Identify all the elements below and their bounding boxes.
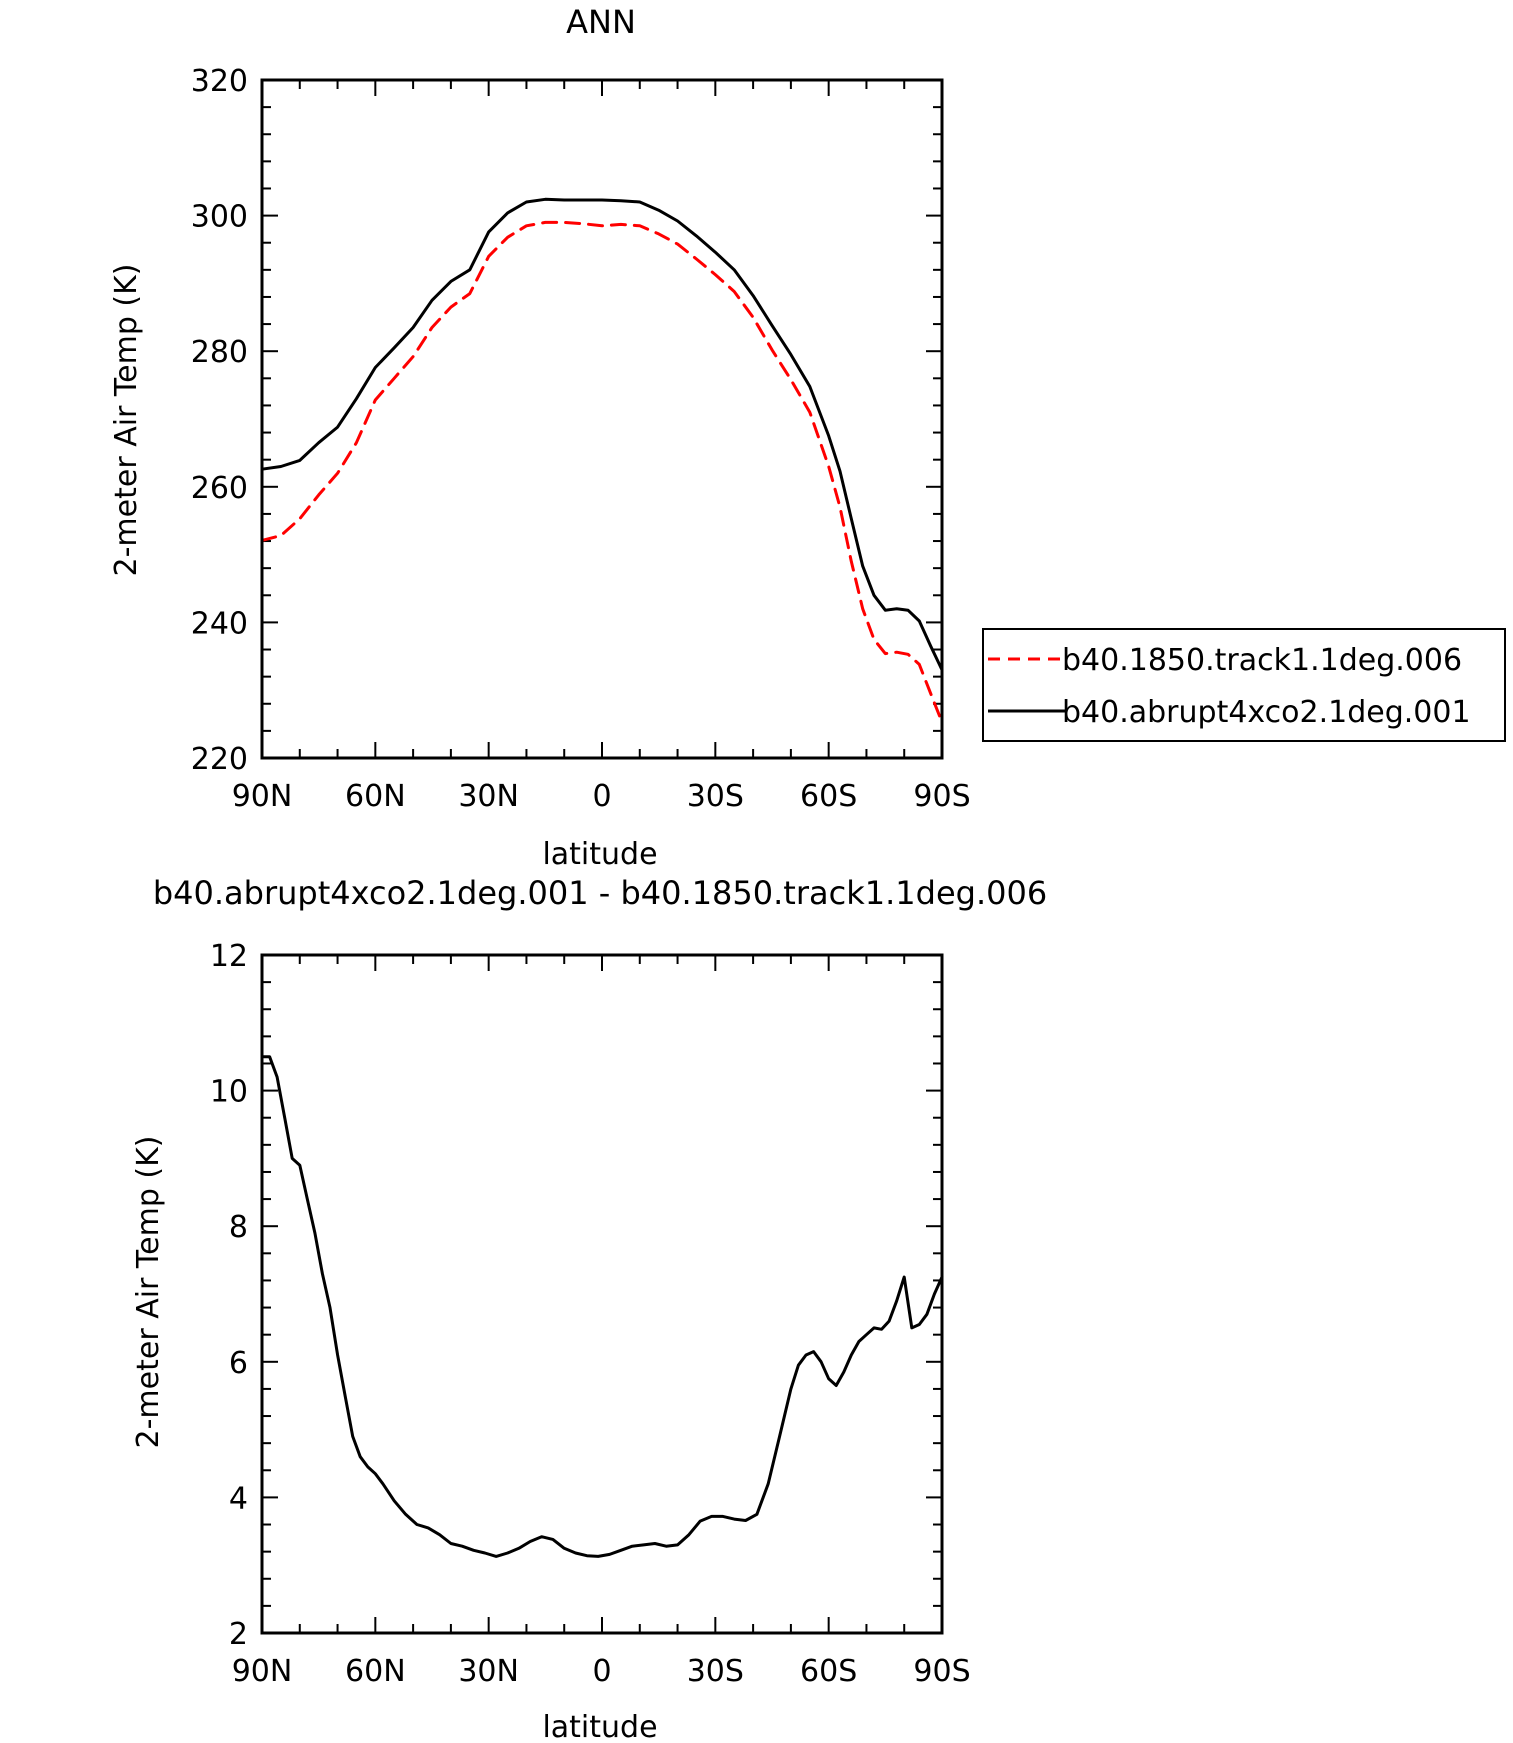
bottom-series <box>260 1055 944 1558</box>
x-tick-label: 30N <box>458 1654 519 1689</box>
bottom-y-axis-label: 2-meter Air Temp (K) <box>131 1136 166 1449</box>
bottom-x-tick-labels: 90N 60N 30N 0 30S 60S 90S <box>232 1654 971 1689</box>
x-tick-label: 60S <box>800 1654 857 1689</box>
bottom-plot-frame <box>260 953 944 1635</box>
x-tick-label: 90N <box>232 779 293 814</box>
y-tick-label: 2 <box>229 1617 248 1652</box>
top-y-axis-label: 2-meter Air Temp (K) <box>109 264 144 577</box>
y-tick-label: 220 <box>191 742 248 777</box>
bottom-tick-marks <box>261 954 943 1634</box>
x-tick-label: 90S <box>913 1654 970 1689</box>
x-tick-label: 30S <box>687 1654 744 1689</box>
bottom-x-axis-label: latitude <box>542 1710 657 1743</box>
y-tick-label: 240 <box>191 606 248 641</box>
x-tick-label: 90S <box>913 779 970 814</box>
bottom-y-tick-labels: 2 4 6 8 10 12 <box>210 939 248 1652</box>
x-tick-label: 60S <box>800 779 857 814</box>
bottom-panel: b40.abrupt4xco2.1deg.001 - b40.1850.trac… <box>131 874 1047 1743</box>
top-series-line-1 <box>260 220 944 724</box>
top-plot-frame <box>260 78 944 760</box>
y-tick-label: 300 <box>191 200 248 235</box>
x-tick-label: 30N <box>458 779 519 814</box>
x-tick-label: 0 <box>592 1654 611 1689</box>
x-tick-label: 90N <box>232 1654 293 1689</box>
x-tick-label: 60N <box>345 779 406 814</box>
y-tick-label: 12 <box>210 939 248 974</box>
y-tick-label: 10 <box>210 1075 248 1110</box>
y-tick-label: 8 <box>229 1210 248 1245</box>
top-panel: ANN 90N 60N 30N 0 30S 60S 90S 220 240 260 280 300 3… <box>109 3 971 872</box>
y-tick-label: 280 <box>191 335 248 370</box>
legend-label-series-1: b40.1850.track1.1deg.006 <box>1062 643 1462 678</box>
y-tick-label: 260 <box>191 471 248 506</box>
legend-box <box>982 628 1506 742</box>
y-tick-label: 320 <box>191 64 248 99</box>
top-tick-marks <box>261 79 943 759</box>
x-tick-label: 60N <box>345 1654 406 1689</box>
x-tick-label: 0 <box>592 779 611 814</box>
top-series-line-2 <box>260 197 944 672</box>
y-tick-label: 4 <box>229 1481 248 1516</box>
bottom-panel-title: b40.abrupt4xco2.1deg.001 - b40.1850.trac… <box>153 874 1047 912</box>
y-tick-label: 6 <box>229 1346 248 1381</box>
x-tick-label: 30S <box>687 779 744 814</box>
top-series <box>260 197 944 724</box>
top-x-axis-label: latitude <box>542 837 657 872</box>
bottom-series-line-1 <box>260 1055 944 1558</box>
top-panel-title: ANN <box>566 3 636 41</box>
legend-label-series-2: b40.abrupt4xco2.1deg.001 <box>1062 695 1471 730</box>
top-y-tick-labels: 220 240 260 280 300 320 <box>191 64 248 777</box>
top-x-tick-labels: 90N 60N 30N 0 30S 60S 90S <box>232 779 971 814</box>
legend: b40.1850.track1.1deg.006 b40.abrupt4xco2… <box>982 628 1506 742</box>
